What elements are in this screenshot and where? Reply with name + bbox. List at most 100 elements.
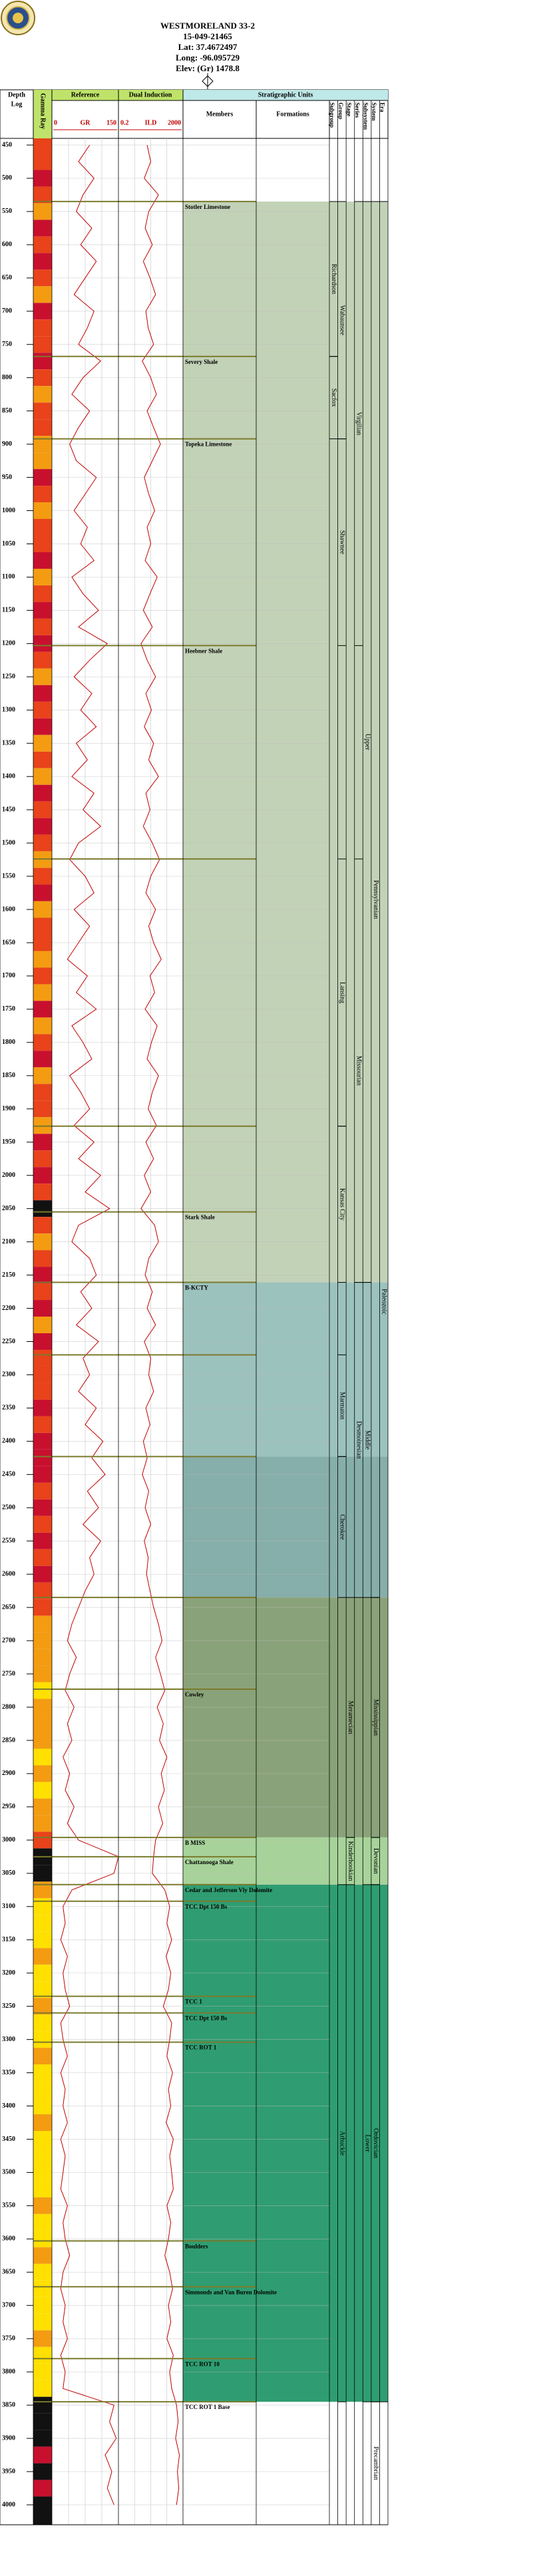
lithology-cell: [33, 1981, 52, 1999]
scale-min: 0: [54, 119, 57, 126]
formation-top-label: Stotler Limestone: [185, 204, 230, 210]
lithology-cell: [33, 236, 52, 253]
lithology-cell: [33, 1317, 52, 1333]
scale-max: 2000: [168, 119, 181, 126]
depth-label: 2150: [2, 1271, 15, 1279]
lithology-cell: [33, 220, 52, 237]
lithology-cell: [33, 1200, 52, 1217]
unit-label: Missourian: [355, 1056, 363, 1086]
log-curve: [140, 144, 180, 2505]
depth-label: 3050: [2, 1869, 15, 1877]
lithology-cell: [33, 1217, 52, 1234]
strat-column-header: Era: [379, 102, 386, 112]
lithology-cell: [33, 386, 52, 403]
formation-top-label: Cowley: [185, 1691, 204, 1698]
log-header: Log: [11, 100, 23, 108]
strat-zone: [183, 1597, 388, 1838]
lithology-cell: [33, 701, 52, 719]
strat-column-header: System: [371, 102, 377, 121]
depth-label: 2650: [2, 1603, 15, 1611]
depth-label: 2050: [2, 1205, 15, 1212]
depth-label: 700: [2, 307, 12, 315]
depth-label: 1350: [2, 740, 15, 747]
lithology-cell: [33, 635, 52, 652]
strat-column-header: Series: [354, 102, 361, 118]
lithology-cell: [33, 1732, 52, 1749]
lithology-cell: [33, 1516, 52, 1533]
depth-label: 3500: [2, 2169, 15, 2176]
lithology-cell: [33, 901, 52, 918]
lithology-cell: [33, 2330, 52, 2347]
depth-label: 2450: [2, 1471, 15, 1478]
lithology-cell: [33, 1715, 52, 1732]
lithology-cell: [33, 138, 52, 154]
scale-max: 150: [106, 119, 116, 126]
lithology-cell: [33, 1084, 52, 1101]
depth-label: 1500: [2, 839, 15, 846]
lithology-cell: [33, 1067, 52, 1084]
unit-label: Kansas City: [339, 1188, 346, 1221]
depth-label: 1200: [2, 640, 15, 647]
unit-label: Shawnee: [339, 530, 346, 555]
depth-label: 3150: [2, 1936, 15, 1943]
formation-top-label: TCC Dpt 150 Bs: [185, 2015, 228, 2022]
depth-label: 1100: [2, 573, 15, 581]
lithology-cell: [33, 1532, 52, 1549]
formation-top-label: Boulders: [185, 2243, 208, 2249]
unit-label: Lower: [363, 2134, 371, 2152]
depth-label: 2950: [2, 1803, 15, 1810]
depth-label: 1250: [2, 673, 15, 681]
reference-header: Reference: [71, 91, 100, 98]
lithology-cell: [33, 2446, 52, 2464]
unit-label: Kinderhookian: [347, 1841, 354, 1881]
lithology-cell: [33, 718, 52, 735]
depth-label: 2500: [2, 1504, 15, 1512]
unit-label: Pennsylvanian: [372, 880, 379, 919]
lithology-cell: [33, 1698, 52, 1716]
lithology-cell: [33, 984, 52, 1001]
lithology-cell: [33, 1300, 52, 1317]
depth-label: 3350: [2, 2069, 15, 2076]
lithology-cell: [33, 369, 52, 387]
lithology-cell: [33, 2064, 52, 2082]
lithology-cell: [33, 253, 52, 270]
lithology-cell: [33, 568, 52, 585]
lithology-cell: [33, 967, 52, 985]
lithology-cell: [33, 519, 52, 536]
depth-label: 1600: [2, 905, 15, 913]
lithology-cell: [33, 1017, 52, 1035]
depth-label: 2100: [2, 1238, 15, 1245]
depth-label: 3400: [2, 2102, 15, 2110]
strat-header: Stratigraphic Units: [258, 91, 313, 98]
lithology-cell: [33, 319, 52, 337]
lithology-cell: [33, 1050, 52, 1068]
unit-label: Middle: [363, 1430, 371, 1450]
lithology-cell: [33, 1965, 52, 1982]
depth-label: 3300: [2, 2036, 15, 2043]
lithology-cell: [33, 651, 52, 669]
depth-label: 2350: [2, 1404, 15, 1412]
depth-label: 850: [2, 407, 12, 414]
depth-label: 1000: [2, 507, 15, 514]
lithology-cell: [33, 419, 52, 436]
lithology-cell: [33, 1466, 52, 1483]
depth-label: 2800: [2, 1703, 15, 1710]
lithology-cell: [33, 2280, 52, 2297]
depth-label: 600: [2, 241, 12, 248]
depth-label: 2850: [2, 1736, 15, 1744]
lithology-cell: [33, 1283, 52, 1301]
depth-label: 2700: [2, 1637, 15, 1644]
depth-label: 2250: [2, 1338, 15, 1345]
lithology-cell: [33, 502, 52, 520]
lithology-cell: [33, 1432, 52, 1450]
lithology-cell: [33, 203, 52, 220]
depth-label: 3900: [2, 2434, 15, 2442]
lithology-cell: [33, 1184, 52, 1201]
latitude: Lat: 37.4672497: [178, 42, 238, 52]
depth-label: 3800: [2, 2368, 15, 2375]
depth-label: 3100: [2, 1903, 15, 1910]
unit-label: Precambrian: [372, 2446, 379, 2480]
formation-top-label: TCC ROT 10: [185, 2360, 220, 2367]
depth-label: 3200: [2, 1969, 15, 1977]
lithology-cell: [33, 2081, 52, 2098]
